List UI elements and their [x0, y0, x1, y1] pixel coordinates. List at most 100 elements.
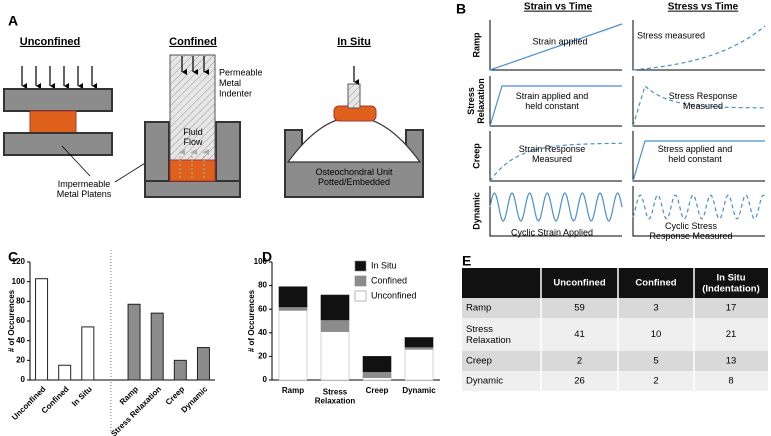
bar-segment	[320, 294, 350, 321]
curve	[489, 142, 623, 182]
y-tick-label: 100	[254, 257, 268, 266]
confining-base	[144, 180, 241, 198]
curve	[632, 194, 766, 220]
column-header: Confined	[635, 278, 676, 289]
cell-label: Strain applied	[532, 36, 587, 46]
table-cell: 5	[653, 356, 658, 367]
panel-a: A Unconfined Impermeable Metal Platens Co…	[3, 13, 424, 200]
specimen	[29, 110, 77, 134]
row-label: Ramp	[471, 32, 481, 58]
y-tick-label: 40	[258, 328, 267, 337]
x-tick-label: In Situ	[70, 384, 94, 408]
y-tick-label: 80	[16, 296, 25, 305]
row-label: Creep	[466, 356, 492, 367]
y-tick-label: 120	[12, 257, 26, 266]
bar-segment	[320, 331, 350, 381]
bar	[81, 326, 95, 381]
bar-segment	[404, 337, 434, 348]
x-tick-label: Unconfined	[10, 384, 48, 422]
column-title: Strain vs Time	[524, 2, 593, 13]
table-cell: 41	[574, 329, 585, 340]
legend-label: Unconfined	[371, 290, 417, 300]
panel-e: E Unconfined Confined In Situ (Indentation)…	[462, 253, 768, 391]
platen	[3, 88, 113, 112]
diagram-label: Impermeable Metal Platens	[57, 179, 112, 199]
bar-segment	[362, 377, 392, 381]
cell-label: Cyclic Strain Applied	[511, 227, 593, 237]
charts: C # of Occurences 0 20 40 60 80 100 120 Unconfine…	[7, 249, 440, 436]
y-tick-label: 100	[12, 277, 26, 286]
table-cell: 13	[726, 356, 737, 367]
row-label: Creep	[471, 143, 481, 169]
table-row	[462, 371, 768, 391]
column-header: In Situ (Indentation)	[702, 272, 760, 294]
legend-swatch	[354, 290, 367, 302]
bar-segment	[278, 310, 308, 381]
y-tick-label: 60	[258, 304, 267, 313]
legend-swatch	[354, 260, 367, 272]
diagram-label: Fluid Flow	[183, 127, 203, 147]
panel-letter: B	[456, 1, 466, 17]
table-cell: 2	[577, 356, 582, 367]
curve	[632, 25, 766, 71]
legend-label: Confined	[371, 275, 407, 285]
column-header: Unconfined	[553, 278, 605, 289]
bar-segment	[404, 349, 434, 381]
curve	[489, 23, 623, 71]
y-axis-label: # of Occurences	[7, 289, 16, 352]
column-title: Stress vs Time	[668, 2, 739, 13]
panel-letter: D	[262, 249, 272, 265]
y-tick-label: 40	[16, 336, 25, 345]
panel-letter: A	[8, 13, 18, 29]
row-label: Dynamic	[466, 376, 503, 387]
flow-arrows	[179, 149, 209, 178]
y-tick-label: 0	[21, 375, 26, 384]
table-cell: 21	[726, 329, 737, 340]
row-label: Dynamic	[471, 192, 481, 230]
bar	[150, 312, 164, 381]
diagram-title: In Situ	[337, 36, 371, 48]
table-header	[462, 268, 768, 298]
diagram-label: Osteochondral Unit Potted/Embedded	[315, 167, 393, 187]
cell-label: Cyclic Stress Response Measured	[649, 221, 732, 241]
curve	[489, 192, 623, 222]
y-tick-label: 0	[263, 375, 268, 384]
platen	[3, 132, 113, 156]
load-arrows	[21, 66, 97, 89]
curve	[632, 140, 765, 182]
leader	[61, 145, 91, 177]
cell-label: Strain Response Measured	[519, 144, 586, 164]
bar	[196, 347, 210, 381]
bar-segment	[362, 371, 392, 378]
curve	[489, 85, 622, 127]
cell-label: Stress measured	[637, 30, 705, 40]
x-tick-label: Stress Relaxation	[315, 387, 356, 405]
bar	[127, 303, 141, 381]
bar	[35, 278, 49, 381]
table-cell: 3	[653, 303, 658, 314]
axes	[632, 20, 765, 71]
panel-b: B Strain vs Time Stress vs Time Ramp Stra…	[456, 1, 766, 242]
load-arrows	[181, 56, 209, 75]
x-tick-label: Creep	[366, 386, 389, 395]
row-label: Ramp	[466, 303, 491, 314]
y-tick-label: 20	[258, 352, 267, 361]
legend-swatch	[354, 275, 367, 287]
bar-segment	[278, 306, 308, 311]
potting-cup	[284, 129, 424, 198]
y-tick-label: 80	[258, 281, 267, 290]
cell-label: Strain applied and held constant	[516, 91, 589, 111]
table-cell: 17	[726, 303, 737, 314]
bar-segment	[278, 286, 308, 308]
table-cell: 10	[651, 329, 662, 340]
bar-segment	[362, 356, 392, 373]
table-row	[462, 298, 768, 318]
table-cell: 59	[574, 303, 585, 314]
table-row	[462, 351, 768, 371]
table-cell: 26	[574, 376, 585, 387]
table-cell: 8	[728, 376, 733, 387]
table-cell: 2	[653, 376, 658, 387]
legend-label: In Situ	[371, 260, 397, 270]
axes	[632, 186, 765, 237]
